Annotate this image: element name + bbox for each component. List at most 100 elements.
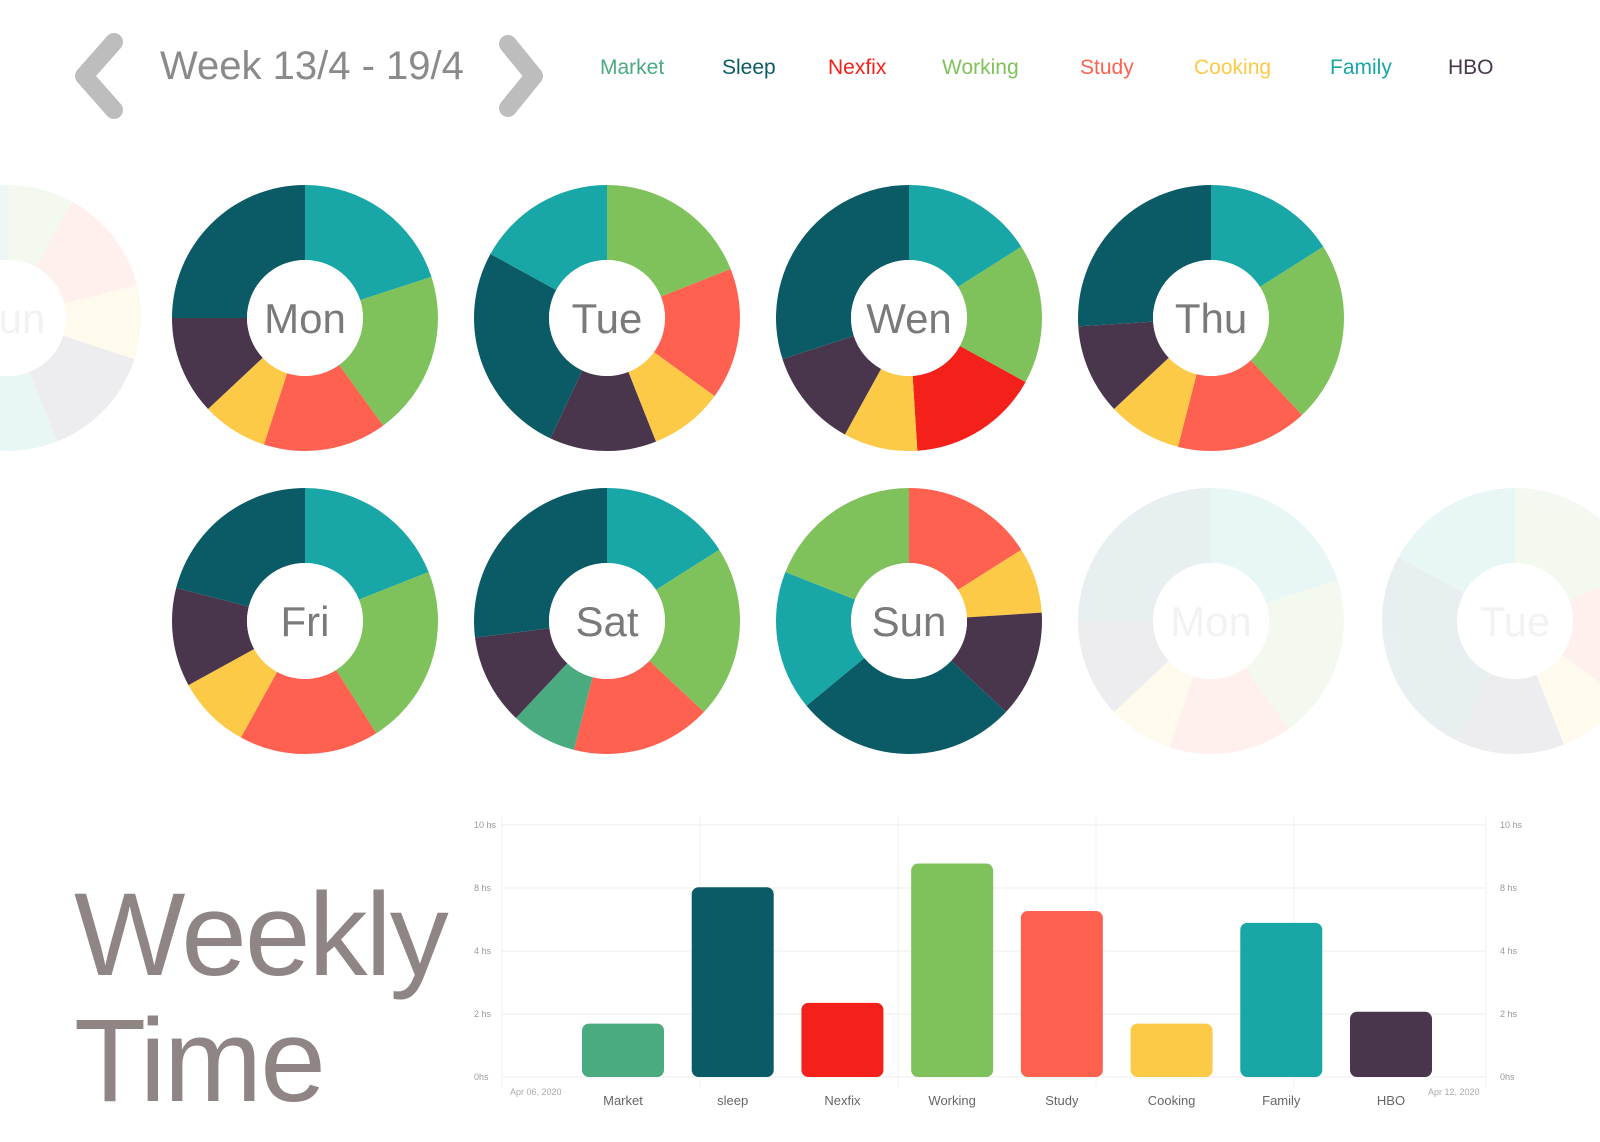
donut-slice-study[interactable] <box>240 669 377 754</box>
donut-slice-hbo[interactable] <box>29 335 135 442</box>
chevron-right-icon[interactable] <box>490 28 554 124</box>
bar-category-label: HBO <box>1377 1093 1405 1108</box>
donut-slice-working[interactable] <box>339 276 438 426</box>
donut-slice-cooking[interactable] <box>1114 660 1194 748</box>
donut-slice-cooking[interactable] <box>63 284 141 360</box>
donut-slice-cooking[interactable] <box>1536 655 1600 745</box>
legend-item-hbo[interactable]: HBO <box>1448 56 1494 79</box>
donut-slice-family[interactable] <box>607 488 720 590</box>
donut-slice-working[interactable] <box>649 549 741 713</box>
donut-slice-hbo[interactable] <box>172 587 255 686</box>
donut-slice-study[interactable] <box>1177 360 1303 452</box>
donut-fri: Fri <box>172 488 438 754</box>
legend-item-study[interactable]: Study <box>1080 56 1134 79</box>
donut-slice-cooking[interactable] <box>208 357 288 445</box>
donut-slice-sleep[interactable] <box>474 253 583 439</box>
donut-slice-sleep[interactable] <box>775 184 909 360</box>
donut-slice-hbo[interactable] <box>1078 621 1169 713</box>
donut-slice-working[interactable] <box>957 246 1042 383</box>
bar-family[interactable] <box>1240 922 1323 1077</box>
donut-slice-family[interactable] <box>305 185 432 301</box>
donut-slice-study[interactable] <box>573 660 704 754</box>
donut-slice-family[interactable] <box>1211 488 1338 604</box>
donut-day-label: Tue <box>1480 598 1551 645</box>
chevron-left-icon[interactable] <box>70 28 134 124</box>
ytick-label-left: 8 hs <box>474 883 492 893</box>
bar-market[interactable] <box>582 1023 664 1077</box>
donut-slice-working[interactable] <box>8 185 73 268</box>
bar-category-label: Family <box>1262 1093 1301 1108</box>
bar-category-label: sleep <box>717 1093 748 1108</box>
donut-slice-sleep[interactable] <box>1078 488 1211 621</box>
donut-slice-family[interactable] <box>305 488 429 600</box>
donut-slice-nexfix[interactable] <box>912 345 1026 451</box>
bar-nexfix[interactable] <box>801 1002 884 1077</box>
donut-hole <box>851 563 967 679</box>
bar-study[interactable] <box>1020 910 1103 1077</box>
donut-day-label: Mon <box>264 295 346 342</box>
donut-hole <box>0 260 66 376</box>
x-range-end-label: Apr 12, 2020 <box>1428 1087 1480 1097</box>
bar-category-label: Study <box>1045 1093 1079 1108</box>
donut-slice-working[interactable] <box>785 488 909 600</box>
donut-slice-study[interactable] <box>263 364 384 451</box>
donut-slice-study[interactable] <box>653 269 741 397</box>
ytick-label-right: 10 hs <box>1500 820 1523 830</box>
donut-slice-hbo[interactable] <box>550 370 656 452</box>
donut-day-label: Tue <box>572 295 643 342</box>
donut-slice-market[interactable] <box>0 185 8 271</box>
donut-slice-hbo[interactable] <box>951 612 1043 713</box>
donut-slice-family[interactable] <box>0 355 57 451</box>
donut-slice-market[interactable] <box>515 663 593 750</box>
donut-slice-sleep[interactable] <box>806 657 1006 755</box>
donut-slice-sleep[interactable] <box>473 488 607 638</box>
donut-slice-family[interactable] <box>776 572 865 706</box>
weekly-bar-chart: 0hs 0hs 2 hs 2 hs 4 hs 4 hs 8 hs 8 hs 10 hs 10 hs… <box>474 815 1523 1108</box>
bar-cooking[interactable] <box>1130 1023 1213 1077</box>
donut-slice-hbo[interactable] <box>1458 673 1564 754</box>
donut-slice-sleep[interactable] <box>176 488 305 607</box>
donut-slice-study[interactable] <box>35 201 137 304</box>
donut-slice-study[interactable] <box>1169 667 1290 754</box>
legend-item-family[interactable]: Family <box>1330 56 1392 79</box>
donut-slice-cooking[interactable] <box>844 368 918 452</box>
legend-item-working[interactable]: Working <box>942 56 1019 79</box>
donut-slice-study[interactable] <box>909 488 1022 590</box>
donut-slice-family[interactable] <box>1398 487 1515 594</box>
donut-slice-cooking[interactable] <box>957 549 1042 618</box>
donut-slice-sleep[interactable] <box>172 185 305 318</box>
donut-slice-working[interactable] <box>1515 488 1600 600</box>
donut-slice-cooking[interactable] <box>1114 357 1197 447</box>
legend-item-nexfix[interactable]: Nexfix <box>828 56 887 79</box>
weekly-title-line2: Time <box>74 995 326 1127</box>
donut-slice-cooking[interactable] <box>188 648 278 738</box>
donut-thu: Thu <box>1078 185 1345 452</box>
donut-slice-working[interactable] <box>607 185 731 297</box>
bar-sleep[interactable] <box>691 887 774 1077</box>
donut-slice-cooking[interactable] <box>628 352 715 442</box>
donut-slice-family[interactable] <box>909 185 1022 287</box>
bar-category-label: Cooking <box>1148 1093 1196 1108</box>
donut-slice-working[interactable] <box>336 572 438 734</box>
donut-mon: Mon <box>172 185 438 451</box>
donut-tue-faded: Tue <box>1382 487 1600 754</box>
bar-hbo[interactable] <box>1350 1011 1432 1077</box>
donut-slice-hbo[interactable] <box>1078 321 1169 410</box>
ytick-label-left: 4 hs <box>474 946 492 956</box>
donut-slice-family[interactable] <box>490 185 607 291</box>
legend-item-market[interactable]: Market <box>600 56 665 79</box>
donut-slice-working[interactable] <box>1245 579 1344 729</box>
legend-item-cooking[interactable]: Cooking <box>1194 56 1272 79</box>
donut-slice-sleep[interactable] <box>1382 556 1491 742</box>
bar-working[interactable] <box>911 863 994 1077</box>
donut-slice-working[interactable] <box>1250 246 1345 415</box>
donut-slice-study[interactable] <box>1561 572 1600 699</box>
donut-slice-hbo[interactable] <box>782 335 882 435</box>
donut-slice-hbo[interactable] <box>172 318 263 410</box>
legend-item-sleep[interactable]: Sleep <box>722 56 776 79</box>
donut-slice-sleep[interactable] <box>1078 185 1211 327</box>
donut-slice-family[interactable] <box>1211 185 1324 287</box>
donut-hole <box>1153 563 1269 679</box>
donut-slice-hbo[interactable] <box>475 628 568 718</box>
ytick-label-right: 8 hs <box>1500 883 1518 893</box>
